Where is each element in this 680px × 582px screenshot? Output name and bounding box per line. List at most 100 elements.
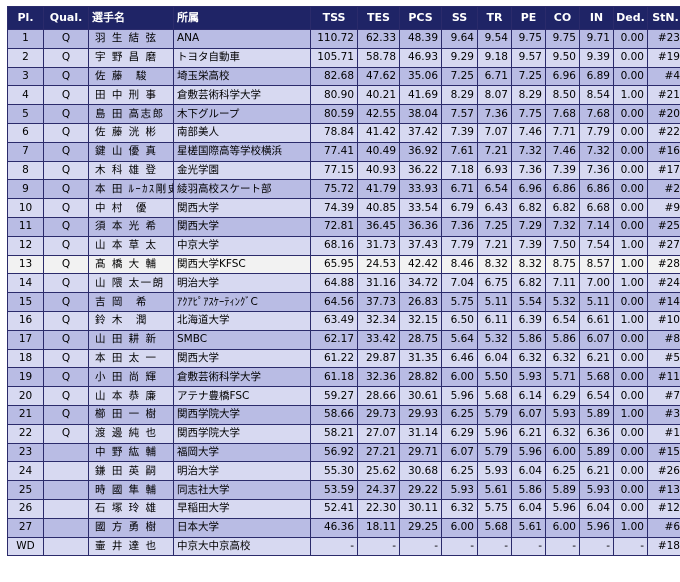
pcs-cell: 35.06	[399, 66, 442, 87]
tes-cell: 58.78	[357, 47, 400, 68]
club-cell: 木下グループ	[173, 104, 311, 124]
club-cell: 北海道大学	[173, 310, 311, 331]
club-cell: 早稲田大学	[173, 498, 311, 519]
in-cell: -	[579, 536, 614, 557]
start-number-cell: #15	[647, 442, 680, 463]
pcs-cell: 37.43	[399, 235, 442, 256]
club-cell: ｱｸｱﾋﾟｱｽｹｰﾃｨﾝｸﾞC	[173, 292, 311, 312]
in-cell: 8.54	[579, 85, 614, 106]
qual-cell: Q	[43, 367, 89, 388]
ss-cell: 7.36	[441, 216, 478, 237]
pcs-cell: 31.14	[399, 423, 442, 444]
header-ded: Ded.	[613, 6, 648, 30]
place-cell: 20	[7, 386, 44, 406]
place-cell: 2	[7, 47, 44, 68]
place-cell: 22	[7, 423, 44, 444]
start-number-cell: #16	[647, 141, 680, 162]
pcs-cell: 37.42	[399, 122, 442, 143]
tes-cell: 36.45	[357, 216, 400, 237]
tr-cell: 8.07	[477, 85, 512, 106]
skater-name-cell: 鍵 山 優 真	[88, 141, 174, 162]
header-pl: Pl.	[7, 6, 44, 30]
tr-cell: 6.43	[477, 198, 512, 218]
place-cell: 23	[7, 442, 44, 463]
pcs-cell: 28.82	[399, 367, 442, 388]
pcs-cell: 36.92	[399, 141, 442, 162]
tr-cell: 5.79	[477, 404, 512, 425]
co-cell: 7.39	[545, 160, 580, 181]
co-cell: 7.71	[545, 122, 580, 143]
ded-cell: 0.00	[613, 29, 648, 49]
start-number-cell: #10	[647, 310, 680, 331]
ded-cell: -	[613, 536, 648, 557]
ss-cell: 5.64	[441, 329, 478, 350]
qual-cell: Q	[43, 122, 89, 143]
skater-name-cell: 髙 橋 大 輔	[88, 254, 174, 275]
pe-cell: 8.32	[511, 254, 546, 275]
ss-cell: 6.25	[441, 461, 478, 482]
ded-cell: 1.00	[613, 404, 648, 425]
qual-cell: Q	[43, 216, 89, 237]
start-number-cell: #8	[647, 329, 680, 350]
header-stn: StN.	[647, 6, 680, 30]
co-cell: 5.86	[545, 329, 580, 350]
tr-cell: 5.11	[477, 292, 512, 312]
ss-cell: 6.50	[441, 310, 478, 331]
ss-cell: 8.46	[441, 254, 478, 275]
ded-cell: 1.00	[613, 254, 648, 275]
ded-cell: 1.00	[613, 517, 648, 538]
pe-cell: 5.93	[511, 367, 546, 388]
ss-cell: 6.71	[441, 179, 478, 200]
tss-cell: 61.22	[310, 348, 358, 369]
place-cell: 17	[7, 329, 44, 350]
co-cell: 6.96	[545, 66, 580, 87]
pcs-cell: 33.54	[399, 198, 442, 218]
ded-cell: 0.00	[613, 423, 648, 444]
table-row: 16 Q 鈴 木 潤北海道大学 63.49 32.34 32.15 6.50 6.11 6.39…	[7, 310, 680, 331]
pcs-cell: 29.71	[399, 442, 442, 463]
qual-cell: Q	[43, 104, 89, 124]
place-cell: 9	[7, 179, 44, 200]
ded-cell: 1.00	[613, 310, 648, 331]
ded-cell: 0.00	[613, 329, 648, 350]
start-number-cell: #4	[647, 66, 680, 87]
ded-cell: 0.00	[613, 386, 648, 406]
tr-cell: 7.36	[477, 104, 512, 124]
place-cell: 21	[7, 404, 44, 425]
in-cell: 6.36	[579, 423, 614, 444]
qual-cell: Q	[43, 386, 89, 406]
pcs-cell: 29.25	[399, 517, 442, 538]
qual-cell: Q	[43, 160, 89, 181]
ss-cell: 7.04	[441, 273, 478, 294]
ded-cell: 1.00	[613, 235, 648, 256]
skater-name-cell: 鈴 木 潤	[88, 310, 174, 331]
club-cell: 南部美人	[173, 122, 311, 143]
club-cell: 金光学園	[173, 160, 311, 181]
place-cell: 18	[7, 348, 44, 369]
co-cell: 6.32	[545, 348, 580, 369]
tr-cell: 7.21	[477, 235, 512, 256]
club-cell: 中京大学	[173, 235, 311, 256]
co-cell: 7.46	[545, 141, 580, 162]
tes-cell: 22.30	[357, 498, 400, 519]
pcs-cell: 42.42	[399, 254, 442, 275]
ss-cell: 6.46	[441, 348, 478, 369]
skater-name-cell: 鎌 田 英 嗣	[88, 461, 174, 482]
table-row: 13 Q 髙 橋 大 輔関西大学KFSC 65.95 24.53 42.42 8.46 8.3…	[7, 254, 680, 275]
place-cell: 27	[7, 517, 44, 538]
start-number-cell: #7	[647, 386, 680, 406]
club-cell: 関西大学	[173, 198, 311, 218]
ded-cell: 0.00	[613, 216, 648, 237]
table-row: 20 Q 山 本 恭 廉アテナ豊橋FSC 59.27 28.66 30.61 5.96 5.6…	[7, 386, 680, 406]
start-number-cell: #18	[647, 536, 680, 557]
skater-name-cell: 島 田 高志郎	[88, 104, 174, 124]
pe-cell: 6.39	[511, 310, 546, 331]
header-tss: TSS	[310, 6, 358, 30]
tss-cell: 46.36	[310, 517, 358, 538]
place-cell: 15	[7, 292, 44, 312]
ded-cell: 1.00	[613, 85, 648, 106]
header-tes: TES	[357, 6, 400, 30]
